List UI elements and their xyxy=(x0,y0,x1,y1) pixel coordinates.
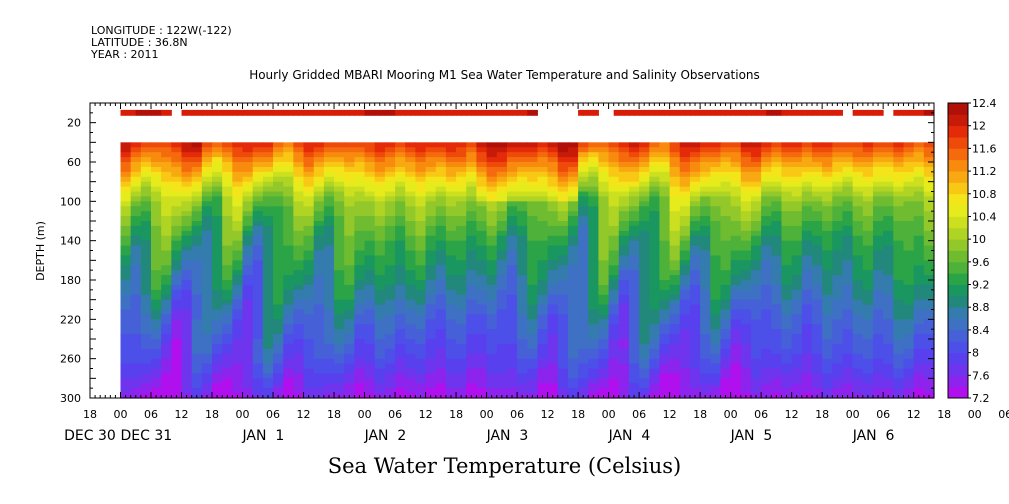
x-tick-label: 18 xyxy=(83,408,97,421)
colorbar-tick-label: 10.8 xyxy=(972,188,997,201)
x-tick-label: 12 xyxy=(785,408,799,421)
chart-title: Hourly Gridded MBARI Mooring M1 Sea Wate… xyxy=(249,68,760,82)
x-day-label: DEC 31 xyxy=(121,428,173,444)
colorbar-tick-label: 8.4 xyxy=(972,324,990,337)
x-day-label: JAN 6 xyxy=(852,428,895,444)
y-tick-label: 180 xyxy=(60,274,81,287)
x-tick-label: 06 xyxy=(388,408,402,421)
x-day-label: JAN 4 xyxy=(608,428,651,444)
x-tick-label: 06 xyxy=(510,408,524,421)
x-tick-label: 12 xyxy=(175,408,189,421)
x-tick-label: 00 xyxy=(358,408,372,421)
x-day-label: JAN 1 xyxy=(242,428,285,444)
latitude-label: LATITUDE : 36.8N xyxy=(91,36,188,49)
x-tick-label: 06 xyxy=(266,408,280,421)
x-tick-label: 00 xyxy=(236,408,250,421)
x-tick-label: 06 xyxy=(632,408,646,421)
x-tick-label: 06 xyxy=(998,408,1009,421)
longitude-label: LONGITUDE : 122W(-122) xyxy=(91,24,232,37)
x-tick-label: 00 xyxy=(114,408,128,421)
x-tick-label: 00 xyxy=(480,408,494,421)
y-tick-label: 140 xyxy=(60,235,81,248)
x-day-label: JAN 2 xyxy=(364,428,407,444)
y-axis: 20 60 100 140 180 220 260 300 xyxy=(60,102,934,405)
y-axis-label: DEPTH (m) xyxy=(34,221,47,281)
colorbar-tick-label: 8 xyxy=(972,347,979,360)
x-tick-label: 00 xyxy=(846,408,860,421)
colorbar-tick-label: 7.2 xyxy=(972,392,990,405)
x-tick-label: 18 xyxy=(327,408,341,421)
x-tick-label: 18 xyxy=(937,408,951,421)
x-tick-label: 12 xyxy=(907,408,921,421)
x-tick-label: 12 xyxy=(541,408,555,421)
x-tick-label: 00 xyxy=(602,408,616,421)
colorbar-tick-label: 12.4 xyxy=(972,97,997,110)
x-day-label: JAN 3 xyxy=(486,428,529,444)
colorbar-tick-label: 8.8 xyxy=(972,301,990,314)
x-tick-label: 18 xyxy=(571,408,585,421)
x-day-label: DEC 30 xyxy=(64,428,116,444)
y-tick-label: 100 xyxy=(60,195,81,208)
y-tick-label: 300 xyxy=(60,392,81,405)
x-tick-label: 06 xyxy=(876,408,890,421)
colorbar-tick-label: 11.6 xyxy=(972,142,997,155)
y-tick-label: 260 xyxy=(60,353,81,366)
colorbar-tick-label: 11.2 xyxy=(972,165,997,178)
x-axis-label: Sea Water Temperature (Celsius) xyxy=(327,454,682,478)
x-axis: 18 00 06 12 18 00 06 12 18 00 06 12 18 00 06 12 18 00 06 12… xyxy=(64,103,1009,444)
y-tick-label: 220 xyxy=(60,313,81,326)
y-tick-label: 20 xyxy=(67,117,81,130)
colorbar-tick-label: 9.2 xyxy=(972,279,990,292)
colorbar-tick-label: 7.6 xyxy=(972,369,990,382)
colorbar: 12.4 12 11.6 11.2 10.8 10.4 10 9.6 9.2 8.8 8.4 8 7.6… xyxy=(947,97,997,405)
x-tick-label: 06 xyxy=(144,408,158,421)
x-tick-label: 12 xyxy=(297,408,311,421)
x-tick-label: 06 xyxy=(754,408,768,421)
colorbar-tick-label: 10.4 xyxy=(972,211,997,224)
colorbar-tick-label: 12 xyxy=(972,120,986,133)
heatmap-cells xyxy=(120,142,935,399)
colorbar-tick-label: 9.6 xyxy=(972,256,990,269)
x-tick-label: 00 xyxy=(968,408,982,421)
x-tick-label: 18 xyxy=(815,408,829,421)
x-day-label: JAN 5 xyxy=(730,428,773,444)
x-tick-label: 18 xyxy=(205,408,219,421)
x-tick-label: 18 xyxy=(449,408,463,421)
surface-temperature-bar xyxy=(120,109,935,116)
colorbar-tick-label: 10 xyxy=(972,233,986,246)
y-tick-label: 60 xyxy=(67,156,81,169)
x-tick-label: 00 xyxy=(724,408,738,421)
year-label: YEAR : 2011 xyxy=(91,48,159,61)
x-tick-label: 18 xyxy=(693,408,707,421)
x-tick-label: 12 xyxy=(663,408,677,421)
x-tick-label: 12 xyxy=(419,408,433,421)
